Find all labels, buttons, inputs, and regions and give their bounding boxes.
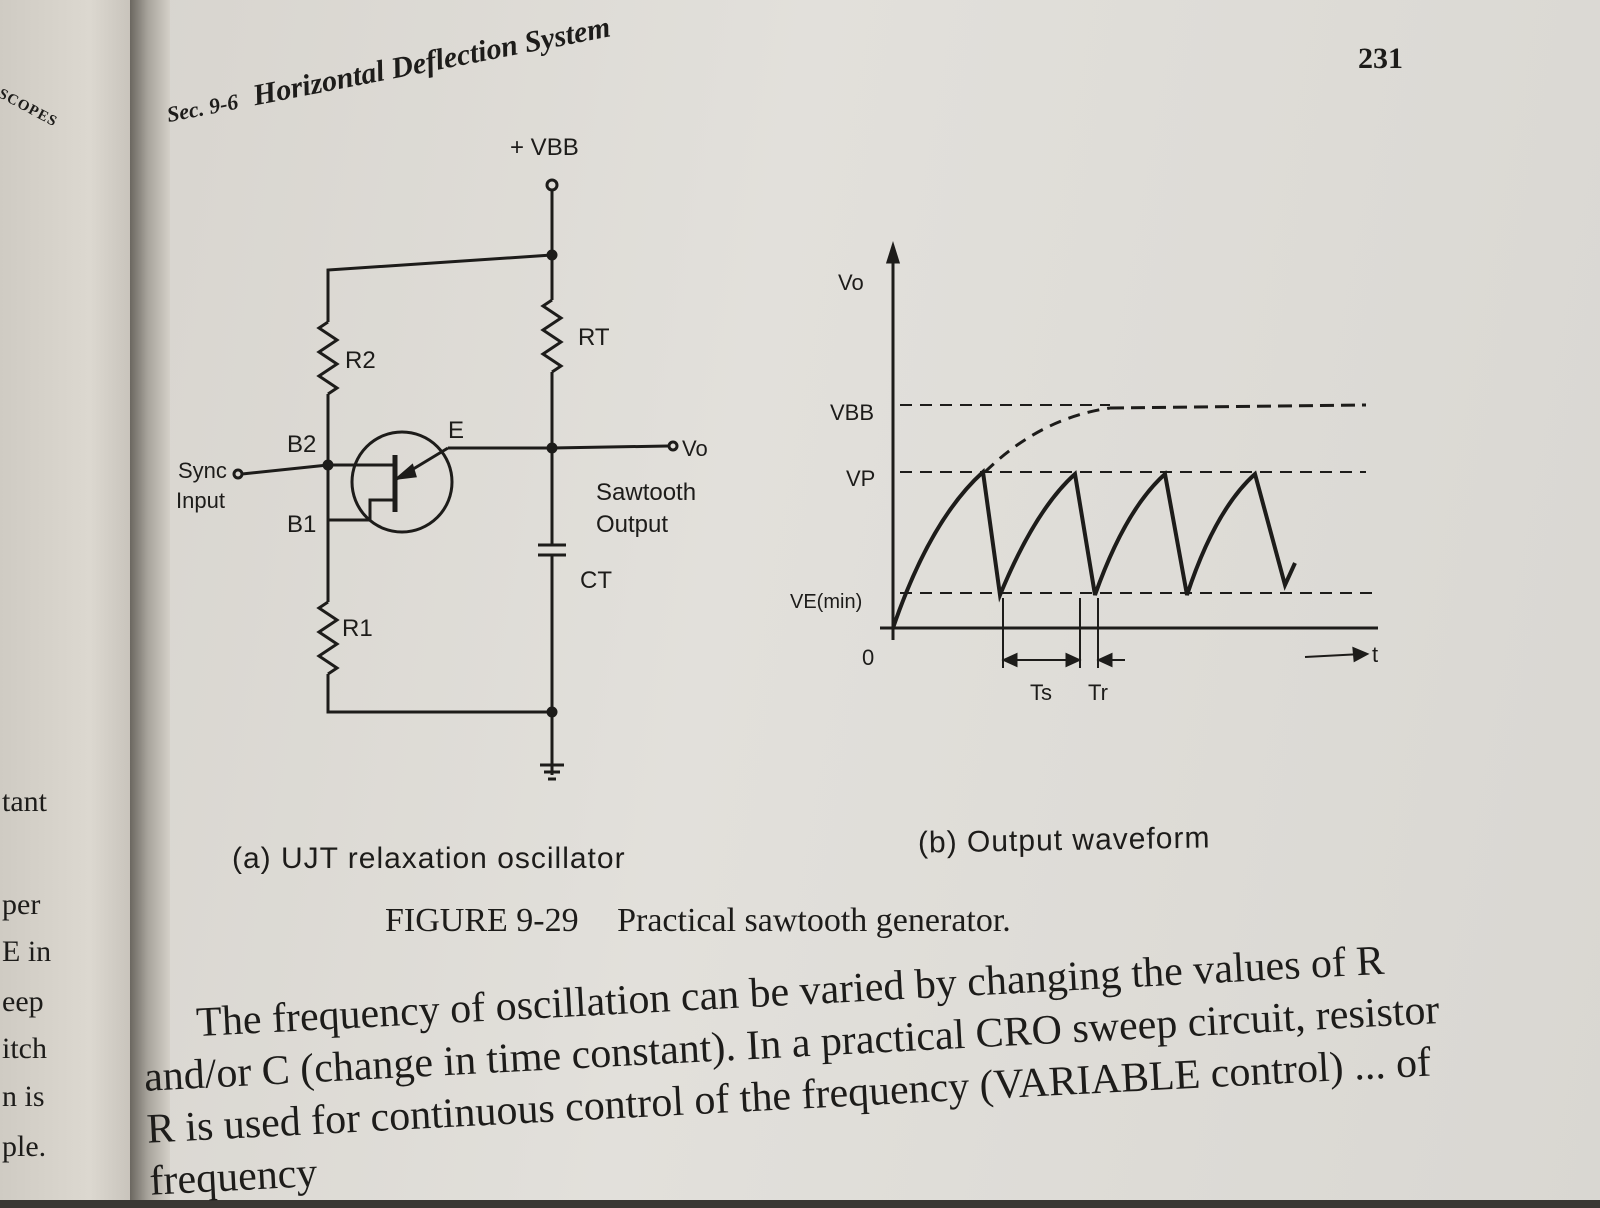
vbb-wave-label: VBB [830, 400, 874, 425]
left-fragment: eep [2, 985, 44, 1018]
sawtooth-label: Sawtooth [596, 479, 696, 506]
figure-caption: FIGURE 9-29 Practical sawtooth generator… [385, 902, 1011, 940]
vo-axis-arrow [885, 240, 901, 264]
waveform-caption: (b) Output waveform [917, 821, 1211, 860]
r1-resistor [316, 600, 340, 676]
origin-label: 0 [862, 645, 874, 670]
charging-continuation [983, 406, 1111, 474]
junction-dot [546, 706, 558, 718]
sync-wire [241, 463, 329, 476]
ts-arrow-left [1001, 652, 1018, 668]
ts-arrow-right [1065, 652, 1082, 668]
r1-label: R1 [342, 615, 373, 642]
left-fragment: n is [2, 1080, 45, 1113]
rt-resistor [540, 298, 564, 374]
vbb-asymptote [1109, 403, 1367, 410]
circuit-caption: (a) UJT relaxation oscillator [232, 842, 626, 875]
input-label: Input [176, 488, 225, 513]
figure-number: FIGURE 9-29 [385, 902, 579, 939]
tr-label: Tr [1088, 680, 1108, 705]
rt-label: RT [578, 324, 610, 351]
vp-label: VP [846, 466, 875, 491]
sync-terminal [232, 468, 244, 480]
book-gutter [130, 0, 170, 1200]
sawtooth-trace [891, 467, 1297, 629]
left-fragment: per [2, 888, 41, 921]
ct-label: CT [580, 567, 612, 594]
left-fragment: E in [2, 935, 52, 968]
ujt-circuit: + VBB RT R2 R1 CT B2 B1 E Sync Input Vo … [176, 134, 708, 781]
b2-label: B2 [287, 431, 316, 458]
output-waveform: Vo VBB VP VE(min) 0 t Ts Tr [790, 240, 1378, 705]
vo-output-label: Vo [682, 436, 708, 461]
output-label: Output [596, 511, 668, 538]
t-arrow-head [1352, 646, 1370, 663]
output-wire [551, 444, 669, 450]
t-arrow-line [1304, 653, 1363, 658]
vbb-label: + VBB [510, 134, 579, 161]
r2-top-wire [326, 253, 553, 322]
left-facing-page: OSCOPES tant per E in eep itch n is ple. [0, 0, 150, 1200]
left-fragment: itch [2, 1032, 47, 1065]
vemin-label: VE(min) [790, 591, 862, 613]
ujt-emitter-arrow [393, 463, 417, 481]
figure-title: Practical sawtooth generator. [617, 902, 1011, 939]
b1-label: B1 [287, 511, 316, 538]
left-fragment: tant [2, 785, 47, 818]
t-axis-label: t [1372, 642, 1378, 667]
ts-label: Ts [1030, 680, 1052, 705]
output-terminal [667, 440, 679, 452]
sync-label: Sync [178, 458, 227, 483]
left-fragment: ple. [2, 1130, 47, 1163]
vbb-terminal [545, 178, 559, 192]
e-label: E [448, 417, 464, 444]
r2-label: R2 [345, 347, 376, 374]
r2-resistor [316, 320, 340, 396]
vo-axis-label: Vo [838, 270, 864, 295]
tr-arrow [1096, 652, 1113, 668]
ujt-circle [350, 430, 454, 534]
page-number: 231 [1358, 42, 1403, 75]
bottom-wire [326, 674, 552, 714]
ujt-b1-lead [328, 498, 395, 522]
book-page [150, 0, 1600, 1200]
